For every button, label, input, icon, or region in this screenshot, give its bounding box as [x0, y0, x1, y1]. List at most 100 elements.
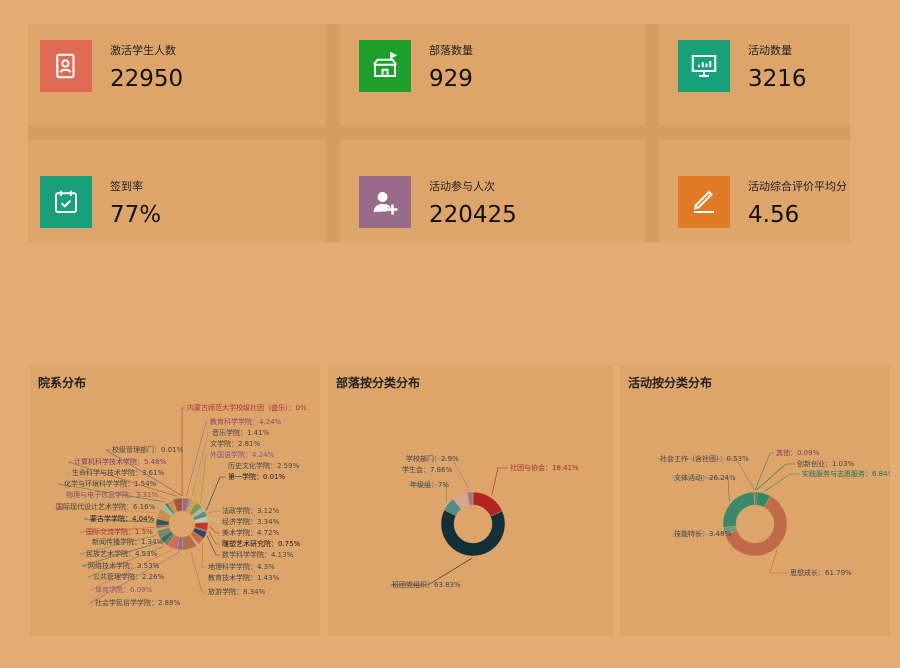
stat-value-participation: 220425: [429, 202, 517, 228]
college-leader-10: [208, 531, 220, 545]
tribe-label-3: 学生会：7.86%: [402, 465, 453, 474]
college-label-23: 国际现代设计艺术学院：6.16%: [56, 502, 156, 511]
stat-value-avg-rating: 4.56: [748, 202, 800, 228]
college-leader-19: [79, 535, 157, 555]
college-leader-5: [204, 465, 226, 509]
activity-leader-3: [769, 549, 788, 574]
college-leader-1: [185, 421, 208, 497]
contact-book-icon: [40, 40, 92, 92]
house-flag-icon: [359, 40, 411, 92]
college-leader-15: [88, 551, 180, 604]
tribe-slice-0[interactable]: [472, 491, 503, 517]
activity-leader-5: [672, 477, 730, 502]
college-label-27: 计算机科学技术学院：5.48%: [74, 457, 167, 466]
tribe-slice-1[interactable]: [440, 509, 506, 557]
college-label-14: 旅游学院：8.34%: [208, 587, 266, 596]
college-label-11: 数学科学学院：4.13%: [222, 550, 294, 559]
college-chart-panel: 内蒙古师范大学校级社团（盛乐）：0% 教育科学学院：4.24% 音乐学院：1.41%…: [30, 366, 320, 636]
activity-donut-chart: 其他：0.09% 创新创业：1.03%实践服务与志愿服务：6.84% 思想成长：61…: [658, 448, 890, 577]
college-leader-14: [190, 550, 206, 593]
college-leader-0: [181, 407, 185, 497]
stat-label-active-students: 激活学生人数: [110, 44, 176, 57]
tribe-chart-panel: 社团与协会：18.41% 班团党组织：63.83% 年级组：7% 学生会：7.86% 学…: [328, 366, 613, 636]
tribe-leader-4: [404, 458, 471, 491]
stat-value-tribe-count: 929: [429, 66, 473, 92]
college-leader-27: [67, 461, 178, 497]
college-leader-12: [201, 542, 206, 568]
college-leader-9: [209, 526, 220, 534]
college-leader-11: [206, 535, 220, 556]
tribe-label-1: 班团党组织：63.83%: [392, 580, 461, 589]
activity-label-4: 技能特长：3.48%: [674, 529, 732, 538]
tribe-label-0: 社团与协会：18.41%: [510, 463, 579, 472]
activity-chart-title: 活动按分类分布: [628, 376, 713, 390]
activity-leader-2: [764, 473, 800, 492]
college-donut-chart: 内蒙古师范大学校级社团（盛乐）：0% 教育科学学院：4.24% 音乐学院：1.41%…: [51, 403, 307, 607]
college-label-26: 生命科学与技术学院：3.61%: [72, 468, 165, 477]
college-label-1: 教育科学学院：4.24%: [210, 417, 282, 426]
tribe-leader-1: [390, 557, 473, 586]
college-leader-7: [207, 510, 220, 514]
activity-slice-3[interactable]: [724, 495, 788, 557]
activity-label-3: 思想成长：61.79%: [790, 568, 852, 577]
college-label-7: 法政学院：3.12%: [222, 506, 280, 515]
activity-slice-6[interactable]: [753, 491, 756, 506]
activity-label-0: 其他：0.09%: [776, 448, 820, 457]
college-leader-18: [81, 541, 161, 567]
activity-label-6: 社会工作（含社团）：0.53%: [660, 454, 749, 463]
college-leader-26: [65, 472, 169, 500]
college-leader-28: [104, 449, 183, 497]
activity-slice-5[interactable]: [722, 491, 755, 528]
stat-label-participation: 活动参与人次: [429, 180, 495, 193]
college-leader-20: [85, 529, 155, 543]
college-label-8: 经济学院：3.34%: [222, 517, 280, 526]
college-label-5: 历史文化学院：2.59%: [228, 461, 300, 470]
college-label-25: 化学与环境科学学院：1.54%: [64, 479, 157, 488]
college-leader-4: [200, 454, 208, 504]
row-divider: [28, 126, 850, 140]
college-leader-2: [191, 432, 210, 498]
college-leader-23: [51, 506, 157, 514]
stat-value-active-students: 22950: [110, 66, 184, 92]
college-label-15: 社会学民俗学学院：2.88%: [95, 598, 181, 607]
college-label-22: 蒙古学学院：4.04%: [90, 514, 155, 523]
college-leader-22: [83, 518, 155, 523]
stat-label-activity-count: 活动数量: [748, 44, 792, 57]
college-label-12: 地理科学学院：4.3%: [208, 562, 275, 571]
activity-label-1: 创新创业：1.03%: [797, 459, 855, 468]
college-leader-21: [79, 527, 155, 533]
college-label-9: 美术学院：4.72%: [222, 528, 280, 537]
activity-label-2: 实践服务与志愿服务：6.84%: [802, 469, 890, 478]
college-label-10: 雕塑艺术研究院：0.75%: [222, 539, 301, 548]
col-divider-1: [326, 24, 340, 242]
college-label-0: 内蒙古师范大学校级社团（盛乐）：0%: [187, 403, 307, 412]
college-label-4: 外国语学院：4.24%: [210, 450, 275, 459]
activity-leader-4: [672, 531, 723, 535]
college-leader-24: [59, 494, 162, 506]
college-leader-8: [209, 518, 220, 523]
college-leader-17: [87, 545, 165, 578]
college-label-17: 公共管理学院：2.26%: [93, 572, 165, 581]
stat-label-tribe-count: 部落数量: [429, 44, 473, 57]
college-label-13: 教育技术学院：1.43%: [208, 573, 280, 582]
tribe-leader-0: [491, 467, 508, 496]
college-leader-6: [206, 476, 226, 511]
college-leader-3: [194, 443, 208, 500]
college-chart-title: 院系分布: [38, 376, 87, 390]
activity-chart-panel: 其他：0.09% 创新创业：1.03% 实践服务与志愿服务：6.84% 思想成长：61…: [620, 366, 890, 636]
college-label-18: 网络技术学院：3.53%: [88, 561, 160, 570]
college-label-19: 民族艺术学院：4.53%: [86, 549, 158, 558]
tribe-label-4: 学校部门：2.9%: [406, 454, 459, 463]
college-label-2: 音乐学院：1.41%: [212, 428, 270, 437]
activity-leader-0: [754, 452, 774, 491]
tribe-slice-4[interactable]: [466, 491, 474, 506]
college-label-24: 物理与电子信息学院：3.31%: [66, 490, 159, 499]
pencil-edit-icon: [678, 176, 730, 228]
college-label-16: 体育学院：6.09%: [95, 585, 153, 594]
tribe-leader-2: [408, 484, 447, 503]
college-label-3: 文学院：2.81%: [210, 439, 261, 448]
activity-label-5: 文体活动：26.24%: [674, 473, 736, 482]
col-divider-2: [645, 24, 659, 242]
college-leader-25: [57, 483, 165, 503]
stat-label-avg-rating: 活动综合评价平均分: [748, 180, 847, 193]
